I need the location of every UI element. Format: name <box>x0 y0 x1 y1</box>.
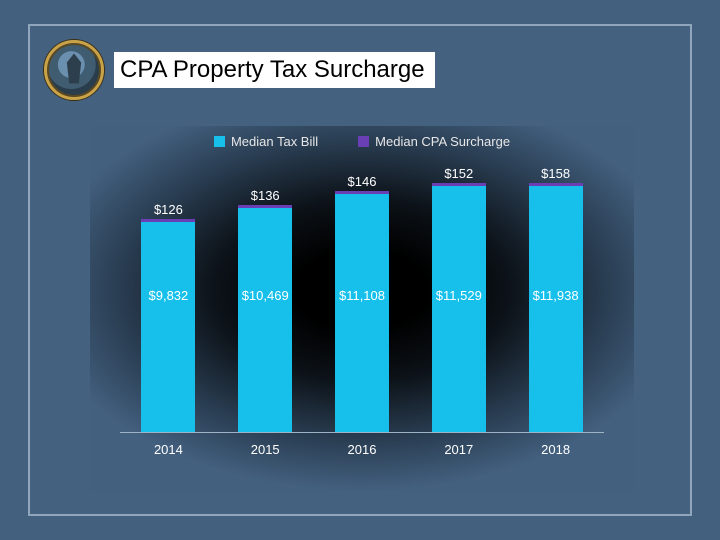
chart-legend: Median Tax Bill Median CPA Surcharge <box>90 134 634 149</box>
legend-label: Median CPA Surcharge <box>375 134 510 149</box>
tax-bill-value-label: $11,108 <box>339 288 385 303</box>
x-axis-tick-label: 2017 <box>410 442 507 457</box>
tax-bill-value-label: $9,832 <box>149 288 189 303</box>
tax-bill-bar-segment <box>335 194 389 433</box>
x-axis-line <box>120 432 604 433</box>
chart-plot: $126 $9,832 $136 $10,469 $146 $11,108 $152 $11,… <box>120 166 604 451</box>
x-axis-tick-label: 2016 <box>314 442 411 457</box>
surcharge-value-label: $126 <box>154 202 183 217</box>
x-axis-tick-label: 2014 <box>120 442 217 457</box>
page-title: CPA Property Tax Surcharge <box>114 52 435 88</box>
surcharge-value-label: $146 <box>348 174 377 189</box>
legend-swatch-icon <box>214 136 225 147</box>
x-axis-labels: 20142015201620172018 <box>120 442 604 457</box>
slide-frame: CPA Property Tax Surcharge Median Tax Bi… <box>28 24 692 516</box>
tax-bill-bar-segment <box>141 222 195 433</box>
tax-bill-value-label: $10,469 <box>242 288 289 303</box>
bar-group: $146 $11,108 <box>314 166 411 433</box>
legend-item-surcharge: Median CPA Surcharge <box>358 134 510 149</box>
bar-group: $152 $11,529 <box>410 166 507 433</box>
legend-item-tax-bill: Median Tax Bill <box>214 134 318 149</box>
bar-group: $136 $10,469 <box>217 166 314 433</box>
tax-bill-bar-segment <box>529 186 583 433</box>
bar-group: $126 $9,832 <box>120 166 217 433</box>
header: CPA Property Tax Surcharge <box>44 40 435 100</box>
surcharge-value-label: $152 <box>444 166 473 181</box>
tax-bill-bar-segment <box>238 208 292 433</box>
legend-label: Median Tax Bill <box>231 134 318 149</box>
chart-area: Median Tax Bill Median CPA Surcharge $12… <box>90 126 634 491</box>
tax-bill-bar-segment <box>432 186 486 433</box>
legend-swatch-icon <box>358 136 369 147</box>
tax-bill-value-label: $11,938 <box>533 288 579 303</box>
surcharge-value-label: $158 <box>541 166 570 181</box>
bars-container: $126 $9,832 $136 $10,469 $146 $11,108 $152 $11,… <box>120 166 604 433</box>
town-seal-icon <box>44 40 104 100</box>
tax-bill-value-label: $11,529 <box>436 288 482 303</box>
x-axis-tick-label: 2015 <box>217 442 314 457</box>
x-axis-tick-label: 2018 <box>507 442 604 457</box>
bar-group: $158 $11,938 <box>507 166 604 433</box>
surcharge-value-label: $136 <box>251 188 280 203</box>
